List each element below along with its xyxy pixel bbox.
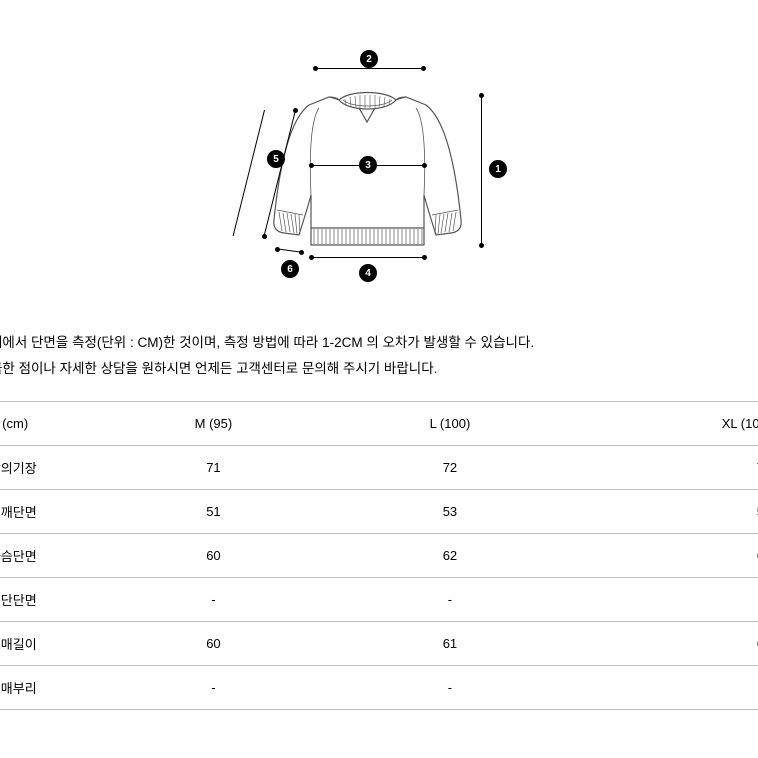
marker-4: 4 <box>359 264 377 282</box>
marker-6: 6 <box>281 260 299 278</box>
cell: 60 <box>95 622 331 666</box>
guide-line-1 <box>481 95 482 245</box>
endpoint <box>479 243 484 248</box>
table-row: 어깨단면 51 53 55 <box>0 490 758 534</box>
cell: 60 <box>95 534 331 578</box>
endpoint <box>309 163 314 168</box>
cell: 51 <box>95 490 331 534</box>
cell: - <box>332 578 568 622</box>
endpoint <box>275 247 280 252</box>
table-row: 소매길이 60 61 62 <box>0 622 758 666</box>
row-label: 소매길이 <box>0 622 95 666</box>
cell: - <box>568 578 758 622</box>
cell: 62 <box>332 534 568 578</box>
row-label: 소매부리 <box>0 666 95 710</box>
row-label: 어깨단면 <box>0 490 95 534</box>
endpoint <box>422 255 427 260</box>
guide-line-4 <box>311 257 424 258</box>
cell: - <box>95 666 331 710</box>
endpoint <box>479 93 484 98</box>
cell: - <box>95 578 331 622</box>
cell: 72 <box>332 446 568 490</box>
col-m: M (95) <box>95 402 331 446</box>
endpoint <box>262 234 267 239</box>
table-row: 밑단단면 - - - <box>0 578 758 622</box>
size-diagram-container: 2 1 3 4 5 6 <box>0 0 758 330</box>
table-row: 소매부리 - - - <box>0 666 758 710</box>
marker-3: 3 <box>359 156 377 174</box>
marker-5: 5 <box>267 150 285 168</box>
size-diagram: 2 1 3 4 5 6 <box>249 50 509 300</box>
cell: 55 <box>568 490 758 534</box>
cell: - <box>568 666 758 710</box>
table-row: 가슴단면 60 62 64 <box>0 534 758 578</box>
cell: 53 <box>332 490 568 534</box>
row-label: 상의기장 <box>0 446 95 490</box>
table-header-row: ze (cm) M (95) L (100) XL (105) <box>0 402 758 446</box>
col-size: ze (cm) <box>0 402 95 446</box>
table-row: 상의기장 71 72 73 <box>0 446 758 490</box>
col-l: L (100) <box>332 402 568 446</box>
endpoint <box>422 163 427 168</box>
endpoint <box>309 255 314 260</box>
measurement-notes: 태에서 단면을 측정(단위 : CM)한 것이며, 측정 방법에 따라 1-2C… <box>0 330 758 401</box>
row-label: 가슴단면 <box>0 534 95 578</box>
cell: 71 <box>95 446 331 490</box>
row-label: 밑단단면 <box>0 578 95 622</box>
size-table: ze (cm) M (95) L (100) XL (105) 상의기장 71 … <box>0 401 758 710</box>
marker-2: 2 <box>360 50 378 68</box>
col-xl: XL (105) <box>568 402 758 446</box>
cell: 62 <box>568 622 758 666</box>
note-line-2: 금한 점이나 자세한 상담을 원하시면 언제든 고객센터로 문의해 주시기 바랍… <box>0 356 758 382</box>
endpoint <box>299 250 304 255</box>
note-line-1: 태에서 단면을 측정(단위 : CM)한 것이며, 측정 방법에 따라 1-2C… <box>0 330 758 356</box>
cell: 61 <box>332 622 568 666</box>
cell: 64 <box>568 534 758 578</box>
endpoint <box>421 66 426 71</box>
guide-line-2 <box>315 68 423 69</box>
cell: 73 <box>568 446 758 490</box>
marker-1: 1 <box>489 160 507 178</box>
endpoint <box>313 66 318 71</box>
cell: - <box>332 666 568 710</box>
